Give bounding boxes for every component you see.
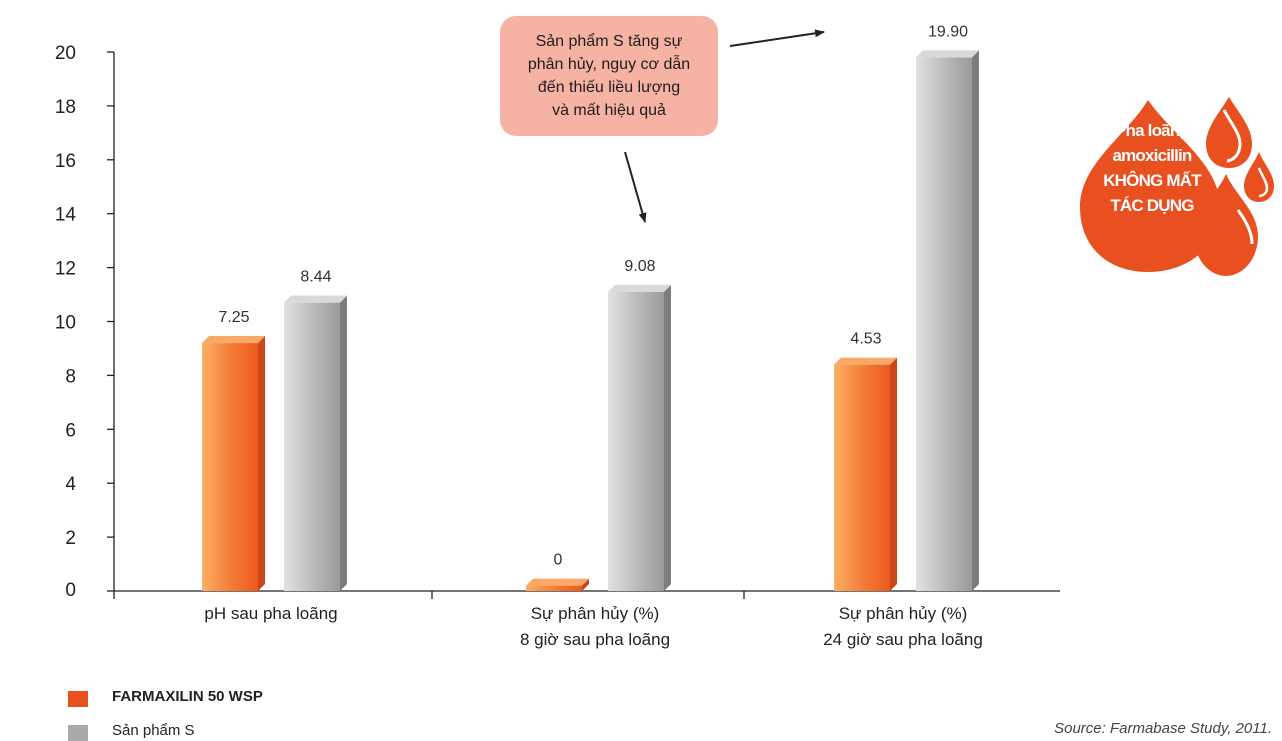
y-tick-label: 18 — [55, 97, 76, 118]
axes: 0 2 4 6 8 10 12 14 16 18 20 pH sau pha loãng Sự phân… — [55, 43, 1060, 649]
arrow-to-bar-24h — [729, 29, 825, 47]
bar-farmaxilin — [526, 578, 589, 591]
x-tick-label: Sự phân hủy (%) — [839, 604, 968, 623]
water-drops-icon — [1080, 97, 1274, 276]
y-tick-label: 8 — [65, 366, 76, 387]
legend-label: FARMAXILIN 50 WSP — [112, 688, 263, 705]
annotation-line: phân hủy, nguy cơ dẫn — [527, 56, 691, 73]
x-tick-label: 24 giờ sau pha loãng — [823, 630, 983, 649]
x-tick-label: 8 giờ sau pha loãng — [520, 630, 670, 649]
bar-san-pham-s — [284, 295, 347, 591]
y-tick-label: 20 — [55, 43, 76, 64]
badge-text: Pha loãng amoxicillin KHÔNG MẤT TÁC DỤNG — [1084, 118, 1220, 218]
y-tick-label: 4 — [65, 474, 76, 495]
badge-line: amoxicillin — [1112, 146, 1192, 165]
data-label: 0 — [554, 552, 563, 569]
badge-line: TÁC DỤNG — [1110, 196, 1194, 215]
y-tick-label: 6 — [65, 420, 76, 441]
bar-san-pham-s — [608, 284, 671, 591]
arrow-to-bar-8h — [624, 151, 647, 223]
data-label: 8.44 — [300, 269, 331, 286]
data-label: 19.90 — [928, 23, 968, 40]
bar-farmaxilin — [834, 357, 897, 591]
y-tick-label: 12 — [55, 259, 76, 280]
data-label: 9.08 — [624, 258, 655, 275]
badge-line: KHÔNG MẤT — [1103, 171, 1201, 190]
annotation-line: Sản phẩm S tăng sự — [535, 33, 683, 50]
data-label: 4.53 — [850, 331, 881, 348]
data-labels: 7.25 8.44 0 9.08 4.53 19.90 — [218, 23, 968, 568]
annotation-line: và mất hiệu quả — [552, 102, 666, 119]
badge-line: Pha loãng — [1114, 121, 1190, 140]
annotation-callout: Sản phẩm S tăng sự phân hủy, nguy cơ dẫn… — [500, 16, 718, 136]
y-tick-label: 14 — [55, 205, 77, 226]
y-tick-label: 10 — [55, 313, 76, 334]
annotation-line: đến thiếu liều lượng — [537, 79, 681, 96]
annotation-arrows — [624, 29, 825, 223]
bar-farmaxilin — [202, 336, 265, 591]
legend-label: Sản phẩm S — [112, 722, 195, 739]
bar-san-pham-s — [916, 50, 979, 591]
y-tick-label: 2 — [65, 528, 76, 549]
bars — [202, 50, 979, 591]
x-tick-label: Sự phân hủy (%) — [531, 604, 660, 623]
x-tick-label: pH sau pha loãng — [204, 604, 337, 623]
data-label: 7.25 — [218, 309, 249, 326]
legend-swatch — [68, 691, 88, 707]
y-tick-label: 16 — [55, 151, 76, 172]
source-note: Source: Farmabase Study, 2011. — [1054, 720, 1272, 737]
legend-swatch — [68, 725, 88, 741]
y-tick-label: 0 — [65, 580, 76, 601]
